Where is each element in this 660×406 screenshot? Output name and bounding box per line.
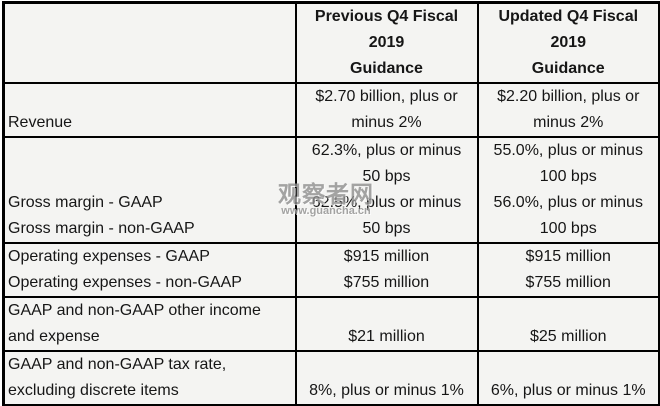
row-label: GAAP and non-GAAP other income and expen… (2, 296, 297, 352)
table-row-tax-rate: GAAP and non-GAAP tax rate, excluding di… (2, 350, 660, 406)
table-row-revenue: Revenue $2.70 billion, plus or minus 2% … (2, 82, 660, 138)
corner-cell (2, 1, 297, 84)
updated-value: $25 million (476, 296, 660, 352)
previous-value: 62.3%, plus or minus 50 bps 62.5%, plus … (294, 136, 479, 244)
table-row-gross-margin: Gross margin - GAAP Gross margin - non-G… (2, 136, 660, 244)
previous-value: 8%, plus or minus 1% (294, 350, 479, 406)
updated-value: $915 million $755 million (476, 242, 660, 298)
column-header-previous-guidance: Previous Q4 Fiscal 2019 Guidance (294, 1, 479, 84)
previous-value: $21 million (294, 296, 479, 352)
table-row-other-income-expense: GAAP and non-GAAP other income and expen… (2, 296, 660, 352)
previous-value: $915 million $755 million (294, 242, 479, 298)
row-label: Revenue (2, 82, 297, 138)
previous-value: $2.70 billion, plus or minus 2% (294, 82, 479, 138)
updated-value: 55.0%, plus or minus 100 bps 56.0%, plus… (476, 136, 660, 244)
updated-value: 6%, plus or minus 1% (476, 350, 660, 406)
header-row: Previous Q4 Fiscal 2019 Guidance Updated… (2, 1, 660, 84)
row-label: Operating expenses - GAAP Operating expe… (2, 242, 297, 298)
table-row-operating-expenses: Operating expenses - GAAP Operating expe… (2, 242, 660, 298)
updated-value: $2.20 billion, plus or minus 2% (476, 82, 660, 138)
column-header-updated-guidance: Updated Q4 Fiscal 2019 Guidance (476, 1, 660, 84)
row-label: Gross margin - GAAP Gross margin - non-G… (2, 136, 297, 244)
row-label: GAAP and non-GAAP tax rate, excluding di… (2, 350, 297, 406)
